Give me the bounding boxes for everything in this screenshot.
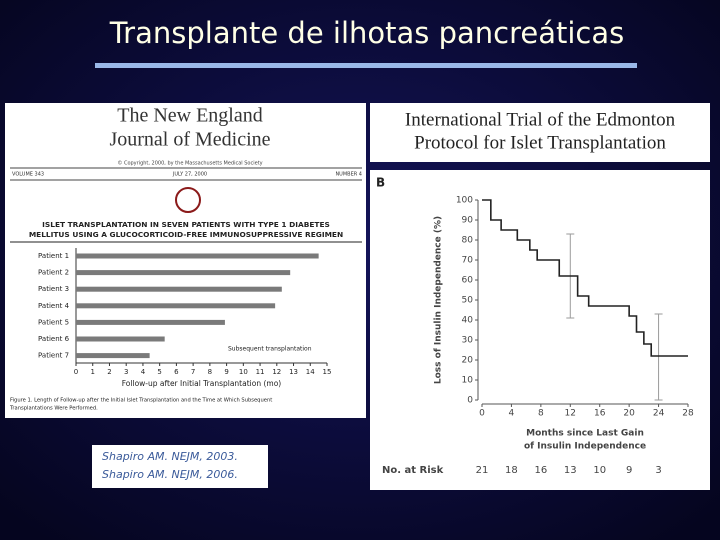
x-tick-label: 0 <box>74 368 78 376</box>
step-line <box>482 199 688 357</box>
bar <box>76 353 150 359</box>
category-label: Patient 6 <box>38 335 70 343</box>
category-label: Patient 1 <box>38 252 69 260</box>
x-tick-label: 20 <box>623 409 635 419</box>
at-risk-value: 18 <box>505 465 518 476</box>
x-tick-label: 14 <box>306 368 315 376</box>
masthead: Journal of Medicine <box>109 129 270 151</box>
x-tick-label: 4 <box>141 368 146 376</box>
x-tick-label: 12 <box>272 368 281 376</box>
y-tick-label: 60 <box>462 276 474 286</box>
x-tick-label: 12 <box>565 409 576 419</box>
x-tick-label: 11 <box>256 368 265 376</box>
at-risk-value: 13 <box>564 465 577 476</box>
km-panel <box>370 170 710 490</box>
bar <box>76 253 319 259</box>
y-tick-label: 20 <box>462 356 474 366</box>
at-risk-value: 9 <box>626 465 632 476</box>
y-tick-label: 10 <box>462 376 474 386</box>
y-tick-label: 0 <box>467 396 473 406</box>
y-tick-label: 40 <box>462 316 474 326</box>
x-tick-label: 8 <box>208 368 212 376</box>
x-tick-label: 15 <box>323 368 332 376</box>
x-axis-label: Follow-up after Initial Transplantation … <box>122 379 282 388</box>
annotation: Subsequent transplantation <box>228 346 312 353</box>
article-title: ISLET TRANSPLANTATION IN SEVEN PATIENTS … <box>42 220 330 229</box>
bar <box>76 336 165 342</box>
volume: VOLUME 343 <box>12 172 44 178</box>
title-underline <box>95 63 637 68</box>
x-tick-label: 10 <box>239 368 248 376</box>
x-tick-label: 8 <box>538 409 544 419</box>
nejm-panel <box>5 103 366 418</box>
number: NUMBER 4 <box>335 172 362 178</box>
x-axis-label: of Insulin Independence <box>524 442 646 452</box>
bar <box>76 270 291 276</box>
caption: Figure 1. Length of Follow-up after the … <box>10 398 272 404</box>
caption: Transplantations Were Performed. <box>9 406 98 412</box>
at-risk-value: 21 <box>476 465 489 476</box>
panel-label: B <box>376 176 385 190</box>
x-tick-label: 5 <box>157 368 161 376</box>
y-tick-label: 90 <box>462 216 474 226</box>
x-tick-label: 1 <box>90 368 94 376</box>
citation: Shapiro AM. NEJM, 2003. <box>102 450 238 463</box>
x-tick-label: 6 <box>174 368 179 376</box>
x-tick-label: 16 <box>594 409 606 419</box>
x-tick-label: 7 <box>191 368 195 376</box>
bar <box>76 286 282 292</box>
at-risk-value: 16 <box>534 465 547 476</box>
trial-title-box <box>370 103 710 162</box>
at-risk-value: 10 <box>593 465 606 476</box>
bar <box>76 319 225 325</box>
citation-box <box>92 445 268 488</box>
bar <box>76 303 276 309</box>
x-tick-label: 4 <box>509 409 515 419</box>
x-tick-label: 2 <box>107 368 111 376</box>
y-tick-label: 100 <box>456 196 473 206</box>
at-risk-value: 3 <box>655 465 661 476</box>
date: JULY 27, 2000 <box>172 172 207 178</box>
citation: Shapiro AM. NEJM, 2006. <box>102 468 238 481</box>
slide-title: Transplante de ilhotas pancreáticas <box>109 16 625 50</box>
category-label: Patient 4 <box>38 302 70 310</box>
x-tick-label: 28 <box>682 409 694 419</box>
category-label: Patient 3 <box>38 285 69 293</box>
y-axis-label: Loss of Insulin Independence (%) <box>434 216 444 384</box>
seal <box>175 187 201 213</box>
trial-title: International Trial of the Edmonton <box>405 109 676 130</box>
x-tick-label: 24 <box>653 409 665 419</box>
x-axis-label: Months since Last Gain <box>526 429 644 439</box>
x-tick-label: 9 <box>224 368 228 376</box>
y-tick-label: 30 <box>462 336 474 346</box>
y-tick-label: 50 <box>462 296 474 306</box>
y-tick-label: 80 <box>462 236 474 246</box>
category-label: Patient 5 <box>38 318 69 326</box>
x-tick-label: 13 <box>289 368 298 376</box>
at-risk-label: No. at Risk <box>382 465 444 476</box>
x-tick-label: 0 <box>479 409 485 419</box>
masthead: The New England <box>117 105 263 127</box>
category-label: Patient 2 <box>38 269 69 277</box>
y-tick-label: 70 <box>462 256 474 266</box>
article-title: MELLITUS USING A GLUCOCORTICOID-FREE IMM… <box>29 230 343 239</box>
copyright: © Copyright, 2000, by the Massachusetts … <box>117 160 262 167</box>
x-tick-label: 3 <box>124 368 128 376</box>
category-label: Patient 7 <box>38 352 69 360</box>
trial-title: Protocol for Islet Transplantation <box>414 132 666 153</box>
